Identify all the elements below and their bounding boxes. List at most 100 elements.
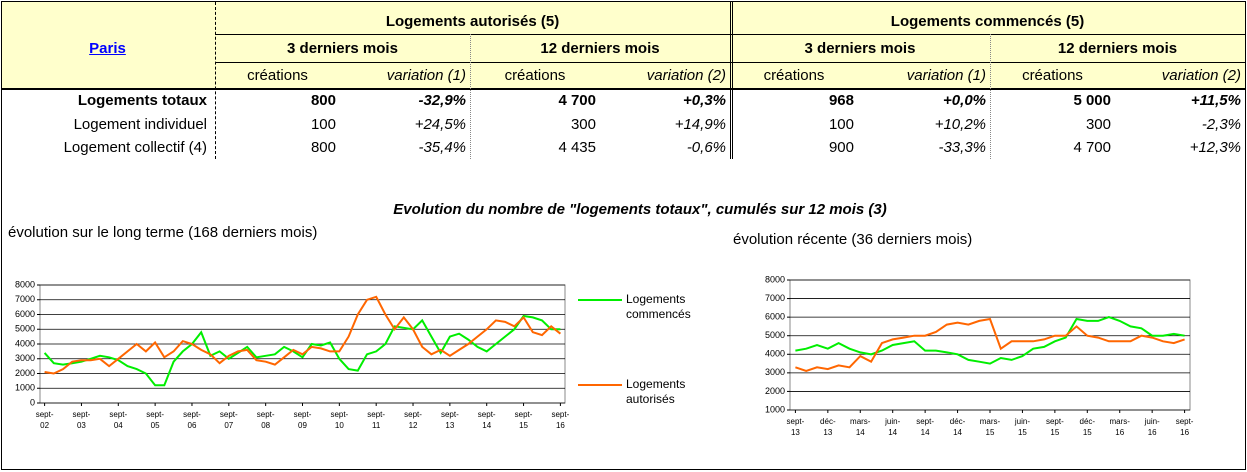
- x-tick-label: sept-16: [1176, 417, 1194, 437]
- legend-label: Logements commencés: [626, 292, 691, 321]
- x-tick-label: sept-05: [146, 410, 164, 430]
- table-cell: +24,5%: [414, 116, 466, 133]
- y-tick-label: 4000: [15, 338, 35, 348]
- series-line: [43, 314, 561, 387]
- x-tick-label: sept-07: [220, 410, 238, 430]
- y-tick-label: 5000: [765, 330, 785, 340]
- table-cell: -32,9%: [418, 92, 466, 109]
- series-line: [795, 316, 1185, 365]
- chart-subtitle: évolution récente (36 derniers mois): [733, 231, 972, 248]
- series-line: [795, 317, 1185, 373]
- x-tick-label: juin-16: [1144, 417, 1160, 437]
- measure-header: créations: [1022, 66, 1083, 84]
- table-cell: 5 000: [1073, 92, 1111, 109]
- measure-header: variation (2): [1161, 66, 1241, 84]
- x-tick-label: sept-12: [404, 410, 422, 430]
- legend-label: Logements autorisés: [626, 377, 689, 406]
- row-label: Logements totaux: [77, 92, 207, 109]
- table-cell: +14,9%: [674, 116, 726, 133]
- chart-subtitle: évolution sur le long terme (168 dernier…: [8, 224, 317, 241]
- group-header: Logements commencés (5): [890, 12, 1085, 30]
- table-cell: +12,3%: [1189, 139, 1241, 156]
- table-cell: 300: [570, 116, 596, 133]
- measure-header: variation (2): [646, 66, 726, 84]
- y-tick-label: 2000: [765, 386, 785, 396]
- x-tick-label: déc-13: [820, 417, 836, 437]
- header-bg: [2, 2, 1245, 88]
- measure-header: variation (1): [386, 66, 466, 84]
- y-tick-label: 3000: [765, 367, 785, 377]
- x-tick-label: sept-13: [787, 417, 805, 437]
- x-tick-label: sept-08: [257, 410, 275, 430]
- x-tick-label: mars-15: [980, 417, 1001, 437]
- plot-area: [789, 279, 1191, 411]
- table-cell: 968: [828, 92, 854, 109]
- x-tick-label: sept-14: [478, 410, 496, 430]
- period-header: 12 derniers mois: [1057, 39, 1178, 57]
- y-tick-label: 0: [30, 397, 35, 407]
- table-cell: +11,5%: [1190, 92, 1241, 109]
- table-cell: -2,3%: [1201, 116, 1241, 133]
- table-cell: 100: [310, 116, 336, 133]
- y-tick-label: 6000: [15, 309, 35, 319]
- period-header: 3 derniers mois: [287, 39, 398, 57]
- table-rule: [2, 88, 1245, 90]
- period-header: 12 derniers mois: [540, 39, 660, 57]
- x-tick-label: juin-15: [1014, 417, 1030, 437]
- x-tick-label: sept-10: [330, 410, 348, 430]
- table-cell: +10,2%: [934, 116, 986, 133]
- row-label: Logement individuel: [73, 116, 207, 133]
- x-tick-label: sept-15: [515, 410, 533, 430]
- x-tick-label: sept-14: [916, 417, 934, 437]
- period-header: 3 derniers mois: [804, 39, 916, 57]
- table-rule: [730, 2, 733, 159]
- group-header: Logements autorisés (5): [385, 12, 560, 30]
- table-cell: 800: [310, 139, 336, 156]
- x-tick-label: sept-11: [367, 410, 385, 430]
- x-tick-label: sept-03: [73, 410, 91, 430]
- measure-header: variation (1): [906, 66, 986, 84]
- y-tick-label: 8000: [15, 279, 35, 289]
- measure-header: créations: [763, 66, 825, 84]
- y-tick-label: 5000: [15, 324, 35, 334]
- y-tick-label: 8000: [765, 274, 785, 284]
- x-tick-label: sept-09: [294, 410, 312, 430]
- y-tick-label: 1000: [765, 404, 785, 414]
- y-tick-label: 7000: [765, 293, 785, 303]
- x-tick-label: sept-06: [183, 410, 201, 430]
- table-cell: 100: [828, 116, 854, 133]
- measure-header: créations: [247, 66, 308, 84]
- y-tick-label: 4000: [765, 349, 785, 359]
- x-tick-label: déc-15: [1080, 417, 1096, 437]
- x-tick-label: sept-13: [441, 410, 459, 430]
- x-tick-label: mars-16: [1110, 417, 1131, 437]
- table-cell: -0,6%: [686, 139, 726, 156]
- table-cell: 300: [1085, 116, 1111, 133]
- table-cell: 800: [310, 92, 336, 109]
- y-tick-label: 3000: [15, 353, 35, 363]
- y-tick-label: 2000: [15, 368, 35, 378]
- corner-link[interactable]: Paris: [89, 39, 126, 57]
- table-cell: 4 435: [558, 139, 596, 156]
- x-tick-label: sept-04: [109, 410, 127, 430]
- table-rule: [470, 34, 471, 159]
- x-tick-label: sept-15: [1046, 417, 1064, 437]
- table-cell: 4 700: [558, 92, 596, 109]
- table-rule: [990, 34, 991, 159]
- y-tick-label: 7000: [15, 294, 35, 304]
- y-tick-label: 1000: [15, 383, 35, 393]
- table-cell: -35,4%: [418, 139, 466, 156]
- table-cell: 4 700: [1073, 139, 1111, 156]
- row-label: Logement collectif (4): [63, 139, 207, 156]
- table-cell: 900: [828, 139, 854, 156]
- x-tick-label: juin-14: [884, 417, 900, 437]
- table-cell: +0,3%: [683, 92, 726, 109]
- x-tick-label: sept-16: [551, 410, 569, 430]
- x-tick-label: déc-14: [950, 417, 966, 437]
- y-tick-label: 6000: [765, 312, 785, 322]
- table-cell: +0,0%: [943, 92, 986, 109]
- measure-header: créations: [504, 66, 566, 84]
